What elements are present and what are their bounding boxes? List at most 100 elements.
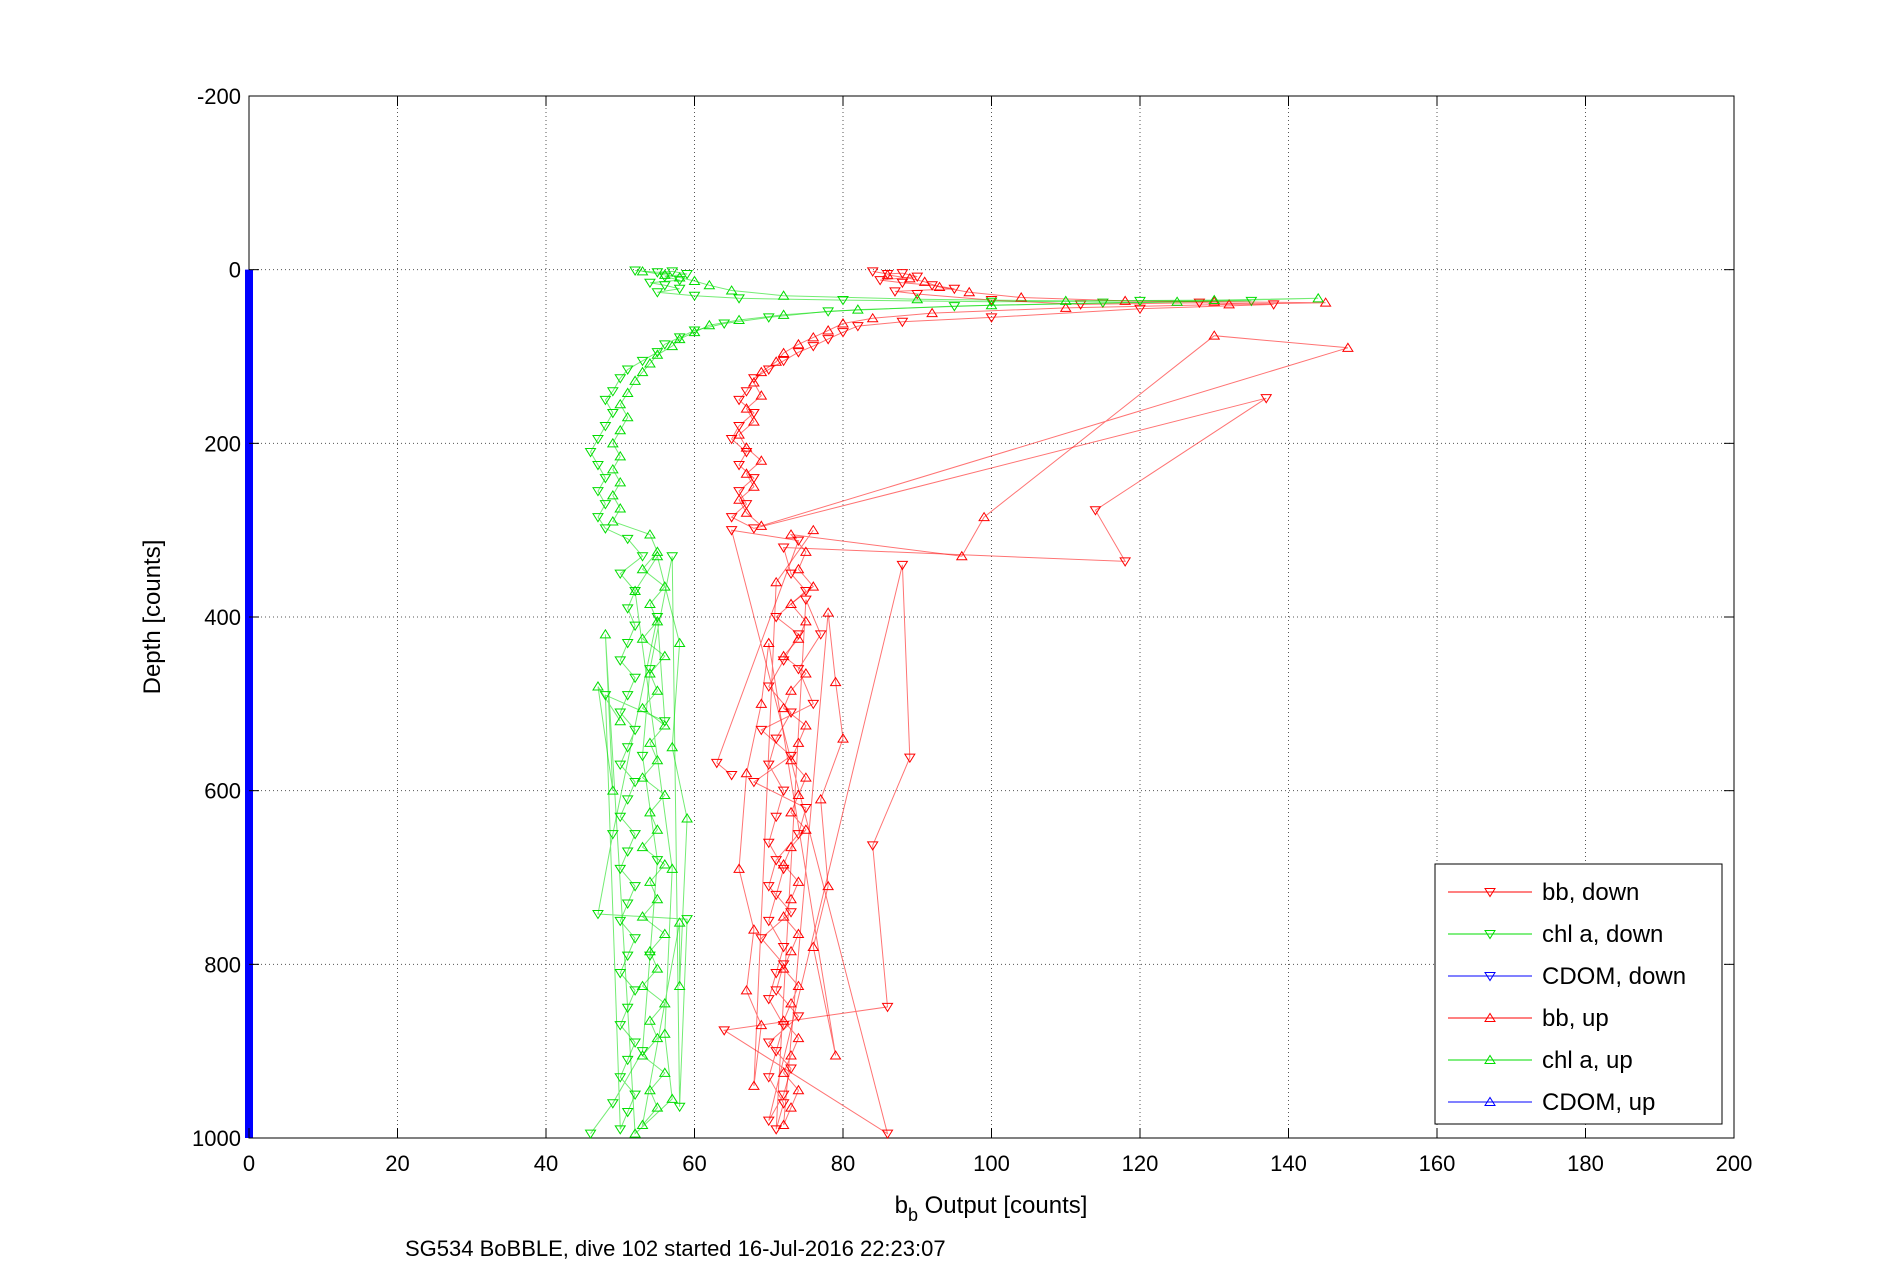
data-point — [814, 630, 827, 640]
data-point — [740, 448, 753, 458]
data-point — [644, 737, 656, 747]
data-point — [681, 270, 693, 280]
data-point — [755, 934, 768, 944]
data-point — [799, 615, 812, 626]
data-point — [777, 702, 790, 713]
data-point — [599, 628, 612, 639]
data-point — [725, 513, 738, 523]
data-point — [651, 348, 664, 358]
data-point — [733, 461, 745, 471]
data-point — [592, 487, 604, 497]
data-point — [636, 356, 649, 367]
data-point — [614, 708, 627, 718]
data-point — [747, 777, 760, 788]
data-point — [629, 830, 642, 840]
data-point — [718, 319, 731, 329]
legend-marker — [1484, 930, 1496, 940]
data-point — [658, 789, 671, 800]
data-point — [658, 269, 671, 279]
data-point — [837, 328, 849, 338]
data-point — [770, 969, 783, 979]
data-point — [636, 911, 649, 921]
data-point — [636, 1047, 649, 1057]
data-point — [911, 293, 924, 304]
data-point — [614, 864, 627, 875]
series-line — [716, 270, 1274, 1135]
data-point — [606, 408, 619, 419]
axes — [248, 95, 1735, 1139]
data-point — [933, 281, 946, 292]
data-point — [770, 890, 783, 901]
data-point — [614, 760, 627, 771]
data-point — [636, 702, 649, 713]
data-point — [666, 552, 679, 562]
data-point — [673, 1102, 686, 1113]
data-point — [606, 830, 619, 840]
data-point — [599, 500, 612, 510]
data-point — [770, 576, 783, 587]
data-point — [814, 793, 827, 804]
data-point — [629, 586, 642, 597]
data-point — [621, 1107, 634, 1118]
x-tick-label: 120 — [1122, 1151, 1159, 1176]
data-point — [621, 387, 634, 397]
data-point — [777, 786, 790, 797]
data-point — [770, 734, 783, 745]
data-point — [770, 812, 783, 823]
legend-entry: CDOM, down — [1542, 963, 1686, 990]
data-point — [829, 1050, 842, 1060]
y-tick-label: 0 — [229, 258, 241, 283]
legend: bb, down chl a, down CDOM, down bb, up chl a… — [1434, 863, 1723, 1125]
data-point — [621, 639, 634, 649]
data-point — [777, 942, 790, 953]
data-point — [799, 772, 812, 782]
data-point — [614, 656, 627, 666]
data-point — [644, 278, 656, 289]
data-point — [747, 1080, 760, 1090]
data-point — [644, 665, 656, 675]
data-point — [614, 503, 627, 513]
data-point — [614, 424, 627, 435]
data-point — [896, 278, 909, 289]
data-point — [829, 676, 842, 687]
data-point — [651, 550, 664, 561]
data-point — [614, 1125, 627, 1135]
data-point — [837, 296, 849, 306]
x-axis-label-rest: Output [counts] — [918, 1192, 1087, 1219]
data-point — [985, 297, 998, 308]
data-point — [636, 751, 649, 762]
data-point — [651, 963, 664, 973]
data-point — [785, 1050, 797, 1060]
data-point — [644, 358, 656, 368]
data-point — [762, 637, 775, 648]
data-point — [777, 911, 790, 921]
data-point — [755, 366, 768, 377]
legend-entry: bb, down — [1542, 879, 1639, 906]
data-point — [733, 395, 745, 406]
data-point — [792, 536, 805, 547]
data-point — [629, 1128, 642, 1138]
data-point — [762, 916, 775, 927]
data-point — [755, 520, 768, 530]
data-point — [799, 546, 812, 556]
data-point — [777, 650, 790, 661]
data-point — [688, 291, 701, 302]
y-tick-label: -200 — [197, 84, 241, 109]
data-point — [777, 309, 790, 319]
data-point — [807, 524, 820, 535]
data-point — [955, 550, 968, 561]
data-point — [614, 476, 627, 487]
data-point — [792, 630, 805, 640]
data-point — [785, 893, 797, 904]
data-point — [733, 421, 745, 432]
data-point — [636, 563, 649, 574]
data-point — [755, 390, 768, 400]
x-tick-label: 140 — [1270, 1151, 1307, 1176]
data-point — [881, 269, 894, 279]
data-point — [851, 304, 864, 314]
data-point — [777, 290, 790, 300]
data-point — [651, 349, 664, 359]
data-point — [621, 604, 634, 614]
data-point — [837, 318, 849, 328]
data-point — [799, 595, 812, 606]
